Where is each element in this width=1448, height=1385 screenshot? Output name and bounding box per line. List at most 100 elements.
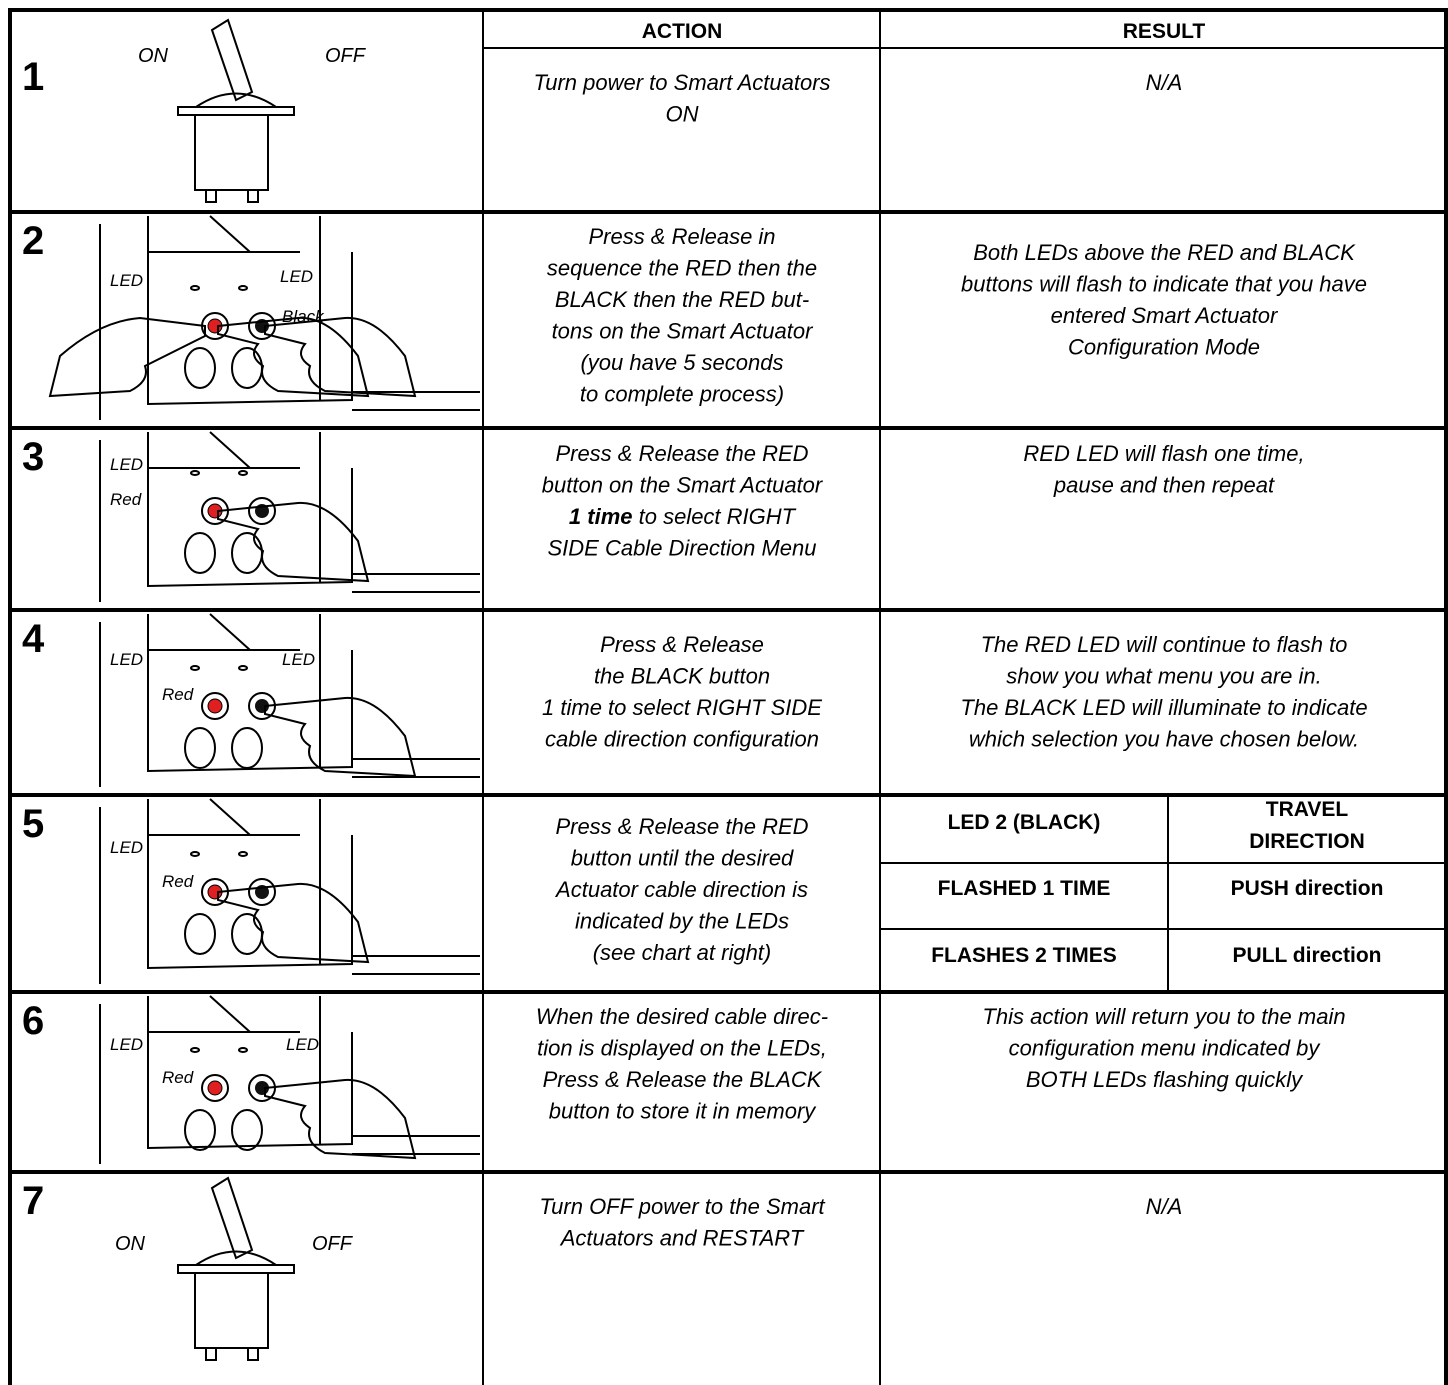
action-text: Press & Release (600, 632, 764, 657)
action-text: (you have 5 seconds (580, 350, 783, 375)
black-button-ring (248, 878, 276, 906)
action-text: SIDE Cable Direction Menu (547, 536, 816, 561)
action-text: Press & Release in (588, 224, 775, 249)
step-number: 2 (22, 219, 44, 263)
led-dot (238, 285, 248, 291)
illustration-label: LED (282, 650, 315, 669)
knob (231, 727, 263, 769)
actuator-frame (99, 995, 480, 1164)
illustration-label: Red (162, 872, 194, 891)
result-text: BOTH LEDs flashing quickly (1026, 1067, 1304, 1092)
action-text: button until the desired (571, 846, 794, 871)
action-text: sequence the RED then the (547, 256, 817, 281)
action-text: Actuator cable direction is (554, 877, 808, 902)
action-text: Actuators and RESTART (559, 1226, 805, 1251)
action-text: button to store it in memory (549, 1099, 818, 1124)
led-dot (190, 851, 200, 857)
led-dot (238, 851, 248, 857)
sub-cell: PUSH direction (1231, 877, 1384, 900)
result-text: which selection you have chosen below. (969, 727, 1359, 752)
result-text: configuration menu indicated by (1009, 1036, 1322, 1061)
hand (48, 316, 206, 398)
result-text: The BLACK LED will illuminate to indicat… (960, 695, 1367, 720)
action-text: 1 time to select RIGHT (569, 504, 797, 529)
actuator-frame (99, 798, 480, 984)
action-text: Press & Release the BLACK (543, 1067, 823, 1092)
step-number: 7 (22, 1179, 44, 1223)
switch-flange (177, 106, 295, 116)
toggle-switch-illustration (177, 18, 295, 203)
knob (184, 727, 216, 769)
action-text: Turn power to Smart Actuators (533, 70, 830, 95)
illustration-label: LED (110, 1035, 143, 1054)
red-button (207, 698, 223, 714)
actuator-illustration (99, 431, 480, 602)
result-text: pause and then repeat (1053, 473, 1275, 498)
sub-cell: PULL direction (1233, 944, 1382, 967)
illustration-label: OFF (312, 1233, 354, 1255)
led-dot (238, 1047, 248, 1053)
action-text: button on the Smart Actuator (542, 473, 824, 498)
action-text: Turn OFF power to the Smart (539, 1194, 825, 1219)
sub-header: LED 2 (BLACK) (948, 811, 1101, 834)
red-button-ring (201, 1074, 229, 1102)
illustration-label: LED (280, 267, 313, 286)
hand (264, 1078, 417, 1160)
switch-body (194, 1272, 269, 1349)
illustration-label: Red (110, 490, 142, 509)
result-text: N/A (1146, 1194, 1183, 1219)
toggle-switch-illustration (177, 1176, 295, 1361)
led-dot (238, 470, 248, 476)
result-text: The RED LED will continue to flash to (981, 632, 1348, 657)
action-text: 1 time to select RIGHT SIDE (542, 695, 822, 720)
result-text: show you what menu you are in. (1006, 664, 1322, 689)
led-dot (190, 665, 200, 671)
hand (217, 501, 370, 583)
step-number: 3 (22, 435, 44, 479)
result-text: Both LEDs above the RED and BLACK (973, 240, 1356, 265)
led-dot (238, 665, 248, 671)
switch-flange (177, 1264, 295, 1274)
action-text-part: to select RIGHT (633, 504, 797, 529)
hand (264, 316, 417, 398)
sub-header: TRAVEL (1266, 798, 1349, 821)
switch-foot (205, 1347, 217, 1361)
switch-dome (195, 1250, 277, 1266)
actuator-illustration (99, 613, 480, 787)
led-dot (190, 285, 200, 291)
actuator-illustration (99, 798, 480, 984)
header-result: RESULT (1123, 20, 1206, 43)
switch-foot (247, 189, 259, 203)
actuator-illustration (48, 215, 480, 420)
illustration-label: LED (286, 1035, 319, 1054)
result-text: RED LED will flash one time, (1023, 441, 1304, 466)
switch-dome (195, 92, 277, 108)
knob (231, 913, 263, 955)
illustration-label: Black (282, 307, 325, 326)
action-text: When the desired cable direc- (536, 1004, 828, 1029)
red-button-ring (201, 692, 229, 720)
switch-lever (210, 18, 254, 102)
action-text: Press & Release the RED (555, 441, 808, 466)
illustration-label: LED (110, 838, 143, 857)
action-text: cable direction configuration (545, 727, 819, 752)
illustration-label: ON (115, 1233, 146, 1255)
action-text: ON (666, 102, 699, 127)
result-text: Configuration Mode (1068, 335, 1260, 360)
hand (217, 316, 370, 398)
knob (231, 347, 263, 389)
action-text: to complete process) (580, 382, 784, 407)
illustration-label: OFF (325, 45, 367, 67)
actuator-frame (99, 613, 480, 787)
step-number: 6 (22, 999, 44, 1043)
illustration-label: LED (110, 455, 143, 474)
result-text: This action will return you to the main (982, 1004, 1345, 1029)
illustration-label: Red (162, 685, 194, 704)
action-text: indicated by the LEDs (575, 909, 789, 934)
action-emphasis: 1 time (569, 504, 633, 529)
illustration-label: ON (138, 45, 169, 67)
switch-foot (205, 189, 217, 203)
header-action: ACTION (642, 20, 723, 43)
step-number: 4 (22, 617, 45, 661)
